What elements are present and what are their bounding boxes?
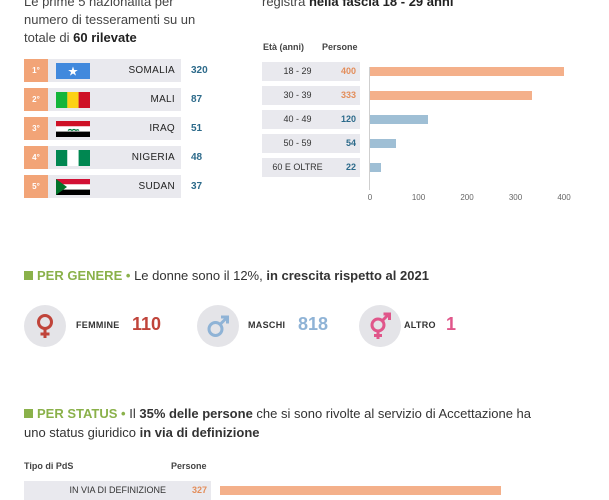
age-category-label: 60 E OLTRE xyxy=(272,162,323,172)
rank-badge: 1° xyxy=(24,59,48,82)
nationality-row: 4° NIGERIA xyxy=(24,146,181,169)
rank-badge: 5° xyxy=(24,175,48,198)
nationality-intro: Le prime 5 nazionalità per numero di tes… xyxy=(24,0,196,45)
status-bar xyxy=(220,486,502,495)
age-row: 60 E OLTRE 22 xyxy=(262,158,360,177)
female-label: FEMMINE xyxy=(76,320,120,330)
other-gender-icon xyxy=(359,305,401,347)
country-value: 87 xyxy=(191,94,203,105)
age-row: 40 - 49 120 xyxy=(262,110,360,129)
age-value-label: 120 xyxy=(340,114,356,124)
male-label: MASCHI xyxy=(248,320,286,330)
other-value: 1 xyxy=(446,314,457,334)
age-bar xyxy=(370,91,532,100)
rank-badge: 2° xyxy=(24,88,48,111)
status-col-header: Tipo di PdS xyxy=(24,461,74,471)
mali-flag xyxy=(56,92,90,108)
age-value-label: 22 xyxy=(345,162,356,172)
x-tick-label: 400 xyxy=(557,193,571,202)
nigeria-flag xyxy=(56,150,90,166)
persons-col-header: Persone xyxy=(322,42,358,52)
chart-axis xyxy=(369,67,370,190)
status-persons-col-header: Persone xyxy=(171,461,207,471)
somalia-flag xyxy=(56,63,90,79)
country-name: NIGERIA xyxy=(131,152,175,163)
x-tick-label: 200 xyxy=(460,193,474,202)
iraq-flag xyxy=(56,121,90,137)
age-bar xyxy=(370,67,564,76)
age-category-label: 30 - 39 xyxy=(283,90,312,100)
country-value: 51 xyxy=(191,123,203,134)
other-label: ALTRO xyxy=(404,320,436,330)
age-value-label: 333 xyxy=(340,90,356,100)
female-value: 110 xyxy=(132,314,162,334)
nationality-row: 1° SOMALIA xyxy=(24,59,181,82)
rank-badge: 4° xyxy=(24,146,48,169)
sudan-flag xyxy=(56,179,90,195)
age-category-label: 18 - 29 xyxy=(283,66,312,76)
age-category-label: 40 - 49 xyxy=(283,114,312,124)
status-section-header: PER STATUS • Il 35% delle persone che si… xyxy=(24,406,532,440)
age-value-label: 54 xyxy=(345,138,356,148)
x-tick-label: 300 xyxy=(508,193,523,202)
country-name: MALI xyxy=(150,94,175,105)
section-marker xyxy=(24,271,33,280)
country-value: 320 xyxy=(191,65,208,76)
age-bar xyxy=(370,115,429,124)
gender-section-header: PER GENERE • Le donne sono il 12%, in cr… xyxy=(24,268,429,283)
rank-badge: 3° xyxy=(24,117,48,140)
country-value: 48 xyxy=(191,152,203,163)
x-tick-label: 0 xyxy=(367,193,373,202)
country-name: IRAQ xyxy=(149,123,175,134)
male-value: 818 xyxy=(298,314,329,334)
age-row: 30 - 39 333 xyxy=(262,86,360,105)
age-intro: registra nella fascia 18 - 29 anni xyxy=(262,0,454,9)
age-bar xyxy=(370,163,381,172)
country-name: SOMALIA xyxy=(128,65,175,76)
male-icon xyxy=(197,305,239,347)
age-category-label: 50 - 59 xyxy=(283,138,312,148)
section-marker xyxy=(24,409,33,418)
age-row: 50 - 59 54 xyxy=(262,134,360,153)
female-icon xyxy=(24,305,66,347)
nationality-row: 2° MALI xyxy=(24,88,181,111)
age-value-label: 400 xyxy=(340,66,356,76)
status-row: IN VIA DI DEFINIZIONE 327 xyxy=(24,481,211,500)
status-value-label: 327 xyxy=(191,485,207,495)
country-name: SUDAN xyxy=(138,181,175,192)
nationality-row: 5° SUDAN xyxy=(24,175,181,198)
status-category-label: IN VIA DI DEFINIZIONE xyxy=(69,485,166,495)
country-value: 37 xyxy=(191,181,203,192)
nationality-row: 3° IRAQ xyxy=(24,117,181,140)
x-tick-label: 100 xyxy=(411,193,426,202)
age-row: 18 - 29 400 xyxy=(262,62,360,81)
age-bar xyxy=(370,139,397,148)
age-col-header: Età (anni) xyxy=(263,42,305,52)
